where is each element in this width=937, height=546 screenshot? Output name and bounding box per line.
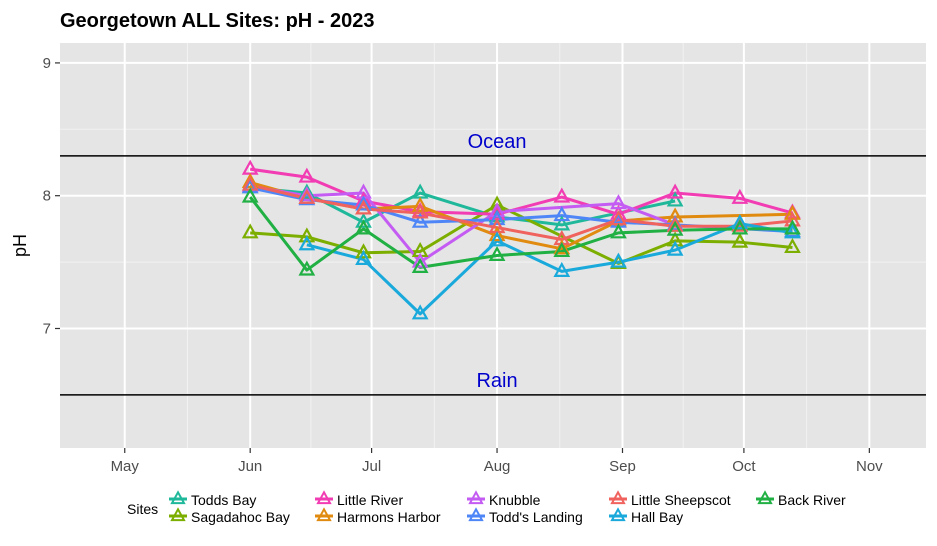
x-tick-label: May xyxy=(111,458,140,475)
data-point xyxy=(411,252,429,268)
y-tick-label: 7 xyxy=(43,320,51,337)
data-point xyxy=(241,223,259,239)
data-point xyxy=(488,231,506,247)
x-tick-label: Jun xyxy=(238,458,262,475)
data-point xyxy=(411,257,429,273)
data-point xyxy=(298,188,316,204)
data-point xyxy=(241,172,259,188)
data-point xyxy=(411,203,429,219)
series-line xyxy=(249,183,793,242)
data-point xyxy=(666,216,684,232)
data-point xyxy=(241,187,259,203)
data-point xyxy=(553,206,571,222)
legend-label: Little Sheepscot xyxy=(631,492,731,508)
x-tick-label: Nov xyxy=(856,458,883,475)
legend-label: Todd's Landing xyxy=(489,509,583,525)
y-tick-label: 9 xyxy=(43,55,51,72)
series-line xyxy=(249,167,793,216)
data-point xyxy=(784,219,801,235)
data-point xyxy=(298,183,316,199)
reference-label-ocean: Ocean xyxy=(468,131,527,153)
data-point xyxy=(731,216,749,232)
legend-key-marker xyxy=(316,507,332,522)
chart-title: Georgetown ALL Sites: pH - 2023 xyxy=(60,10,375,32)
data-point xyxy=(610,204,627,220)
data-point xyxy=(666,240,684,256)
data-point xyxy=(784,223,801,239)
data-point xyxy=(355,249,372,265)
data-point xyxy=(488,245,506,262)
data-point xyxy=(488,202,506,218)
data-point xyxy=(553,187,571,203)
legend-key-marker xyxy=(757,490,773,505)
legend-key-marker xyxy=(316,490,332,505)
legend-label: Hall Bay xyxy=(631,509,683,525)
data-point xyxy=(666,231,684,247)
reference-label-rain: Rain xyxy=(476,370,517,392)
data-point xyxy=(553,241,571,258)
data-point xyxy=(298,186,316,202)
data-point xyxy=(784,204,801,220)
legend-label: Harmons Harbor xyxy=(337,509,441,525)
plot-area: 7 8 9 May Jun Jul Aug Sep Oct Nov Ocean Rain xyxy=(43,43,926,475)
x-tick-label: Jul xyxy=(362,458,381,475)
legend-key-marker xyxy=(170,490,186,505)
data-point xyxy=(298,260,316,276)
legend-label: Little River xyxy=(337,492,403,508)
data-point xyxy=(666,183,684,199)
data-point xyxy=(355,243,372,259)
legend-title: Sites xyxy=(127,501,158,517)
data-point xyxy=(298,235,316,251)
data-point xyxy=(610,223,627,239)
data-point xyxy=(666,191,684,207)
data-point xyxy=(553,239,571,255)
legend-key-marker xyxy=(610,490,626,505)
legend-key-marker xyxy=(468,490,484,505)
data-point xyxy=(488,195,506,211)
legend-label: Knubble xyxy=(489,492,541,508)
data-point xyxy=(610,194,627,210)
legend-label: Back River xyxy=(778,492,846,508)
data-point xyxy=(411,196,429,212)
legend-label: Todds Bay xyxy=(191,492,256,508)
x-tick-label: Aug xyxy=(484,458,511,475)
data-point xyxy=(610,252,627,268)
data-point xyxy=(784,237,801,254)
data-point xyxy=(355,212,372,228)
data-point xyxy=(411,304,429,320)
series-line xyxy=(306,222,793,316)
legend-key-marker xyxy=(170,507,186,522)
x-tick-label: Oct xyxy=(732,458,756,475)
data-point xyxy=(411,212,429,228)
data-point xyxy=(731,219,749,235)
data-point xyxy=(666,220,684,236)
x-tick-label: Sep xyxy=(609,458,636,475)
legend-key-marker xyxy=(468,507,484,522)
data-point xyxy=(553,215,571,231)
data-point xyxy=(355,219,372,235)
y-axis-label: pH xyxy=(10,234,30,257)
data-point xyxy=(355,191,372,207)
data-point xyxy=(488,226,506,242)
legend-key-marker xyxy=(610,507,626,522)
data-point xyxy=(731,232,749,248)
data-point xyxy=(731,188,749,204)
data-point xyxy=(553,261,571,277)
series-line xyxy=(249,196,793,272)
data-point xyxy=(355,195,372,211)
legend-label: Sagadahoc Bay xyxy=(191,509,290,525)
data-point xyxy=(488,210,506,226)
data-point xyxy=(241,178,259,194)
data-point xyxy=(731,214,749,230)
y-tick-label: 8 xyxy=(43,188,51,205)
data-point xyxy=(298,167,316,183)
data-point xyxy=(298,227,316,243)
data-point xyxy=(355,199,372,215)
